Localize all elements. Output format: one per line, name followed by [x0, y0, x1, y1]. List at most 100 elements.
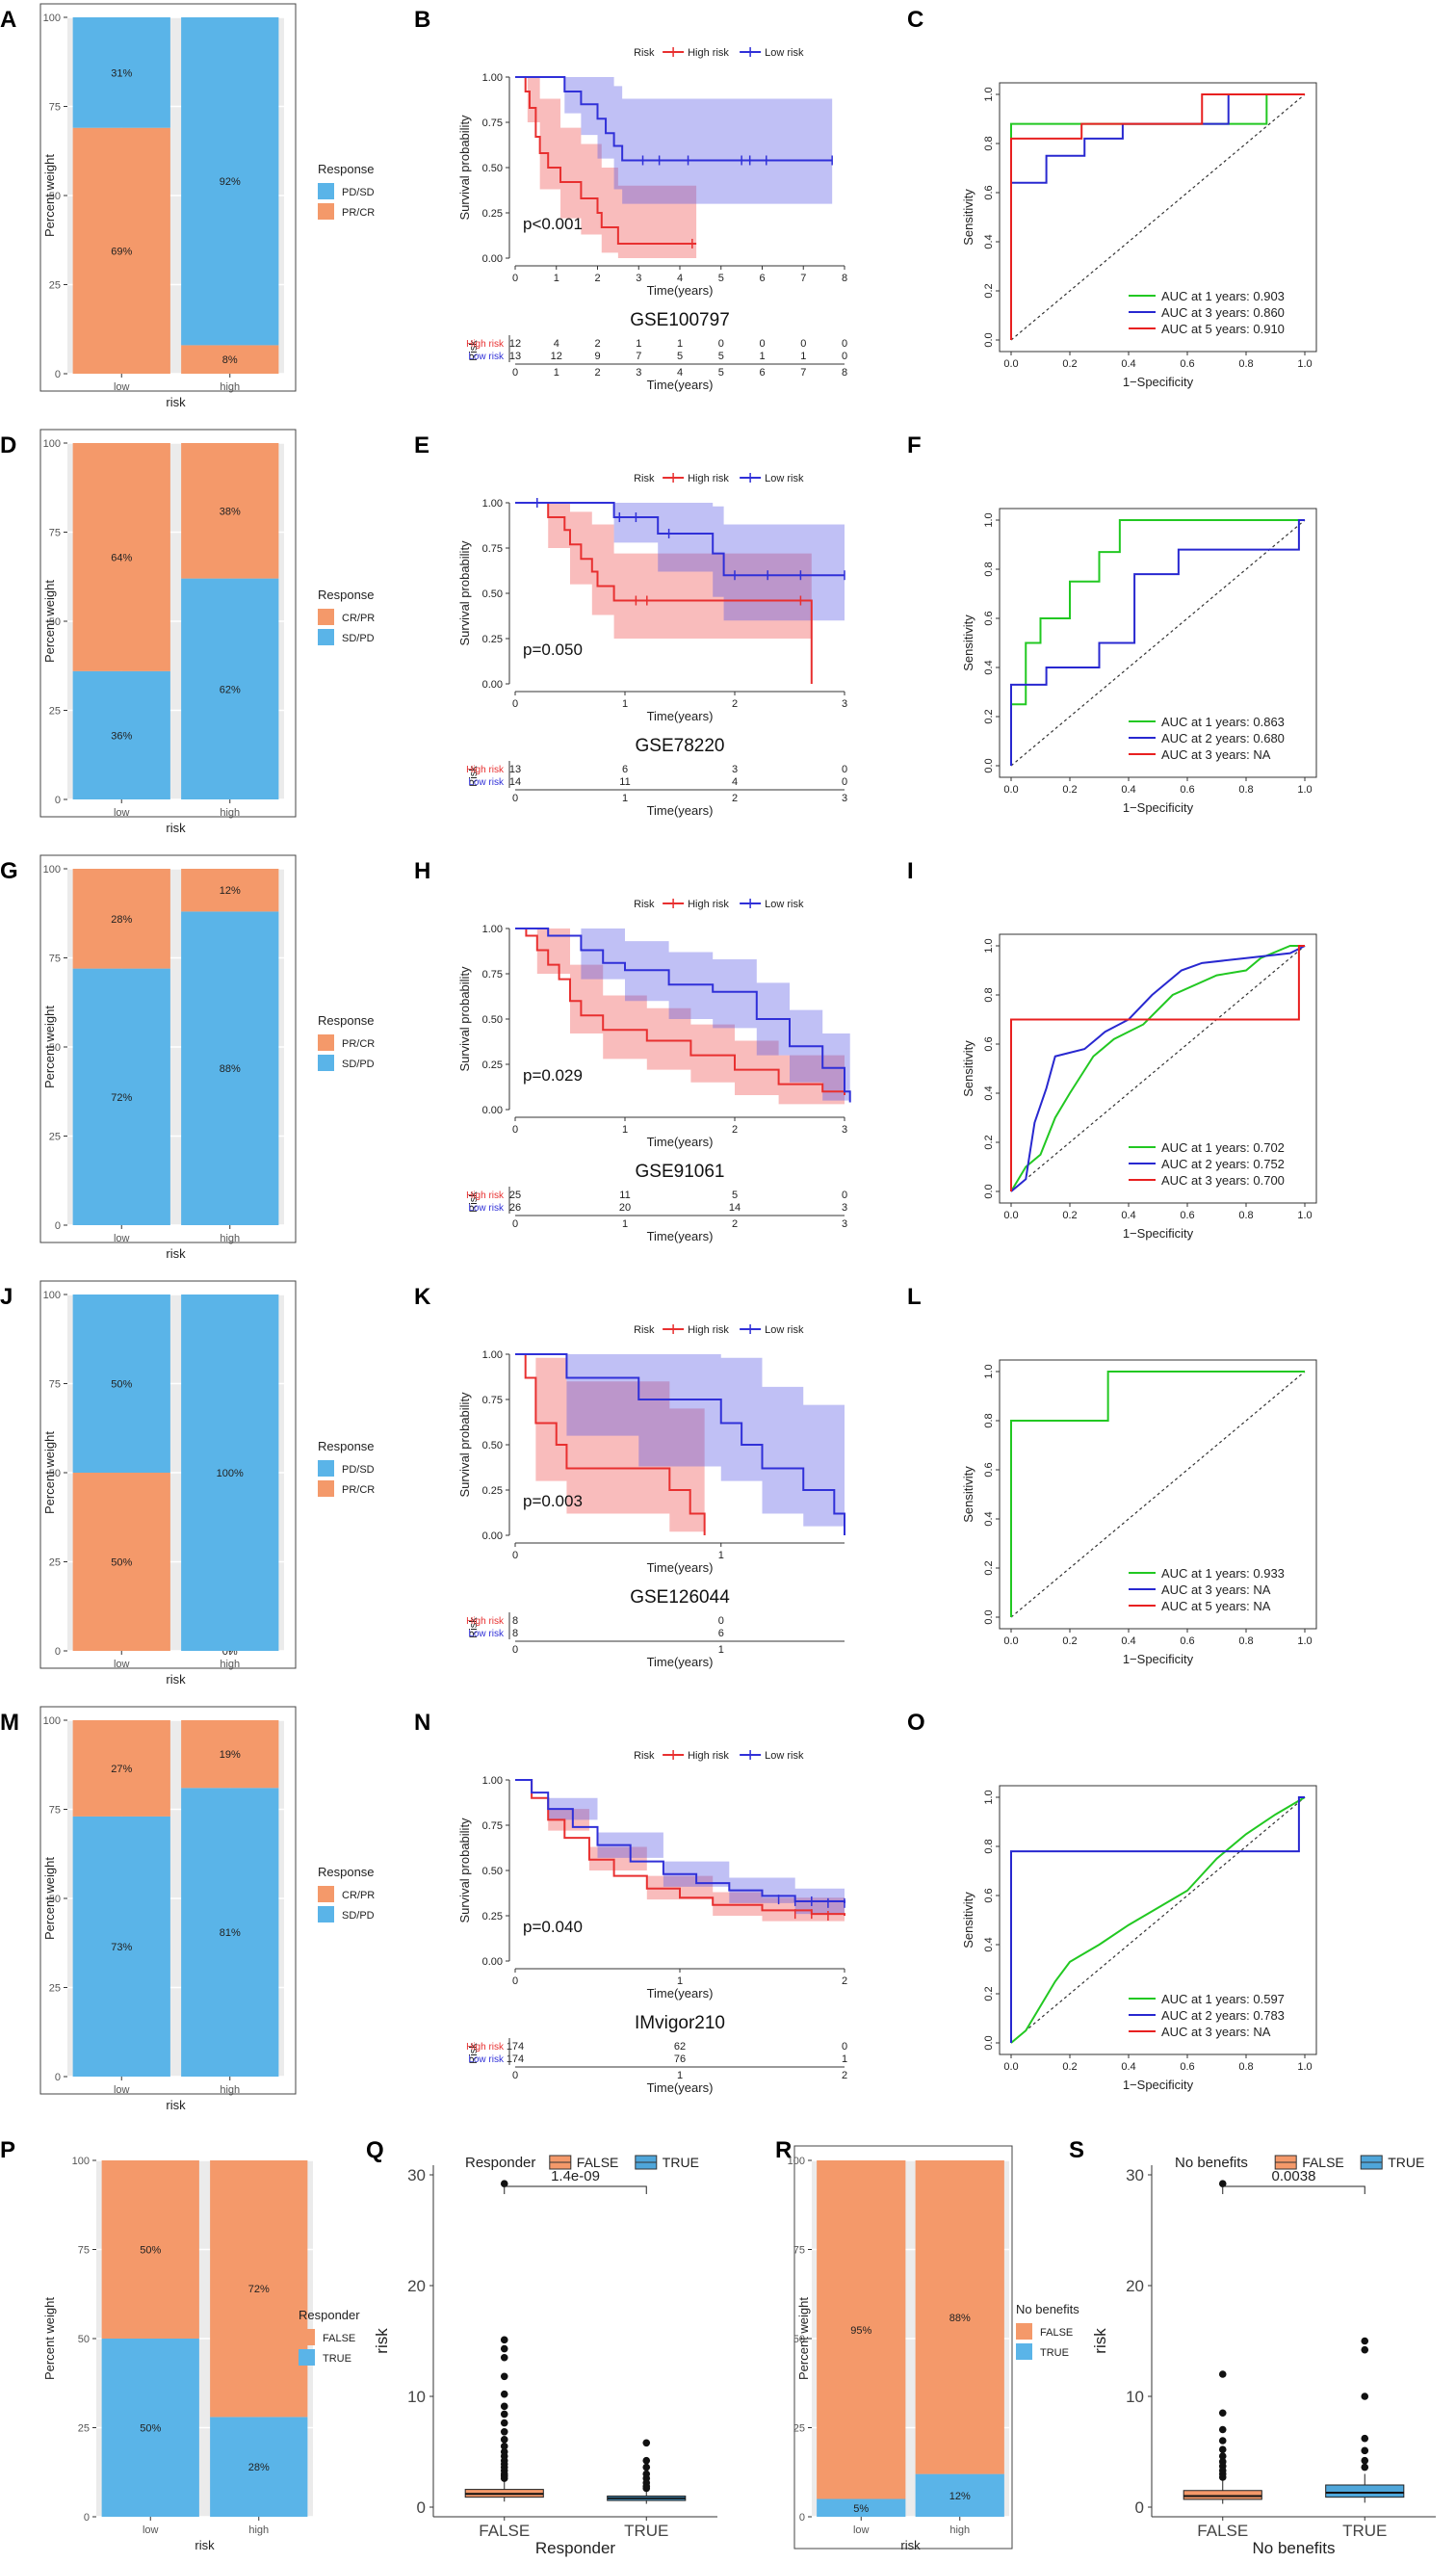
y-tick-label: 75 — [793, 2245, 805, 2257]
roc-chart-L: 0.0 0.0 0.2 0.2 0.4 0.4 0.6 0.6 0.8 0.8 1.0 1.0 1−Sp… — [961, 1359, 1317, 1666]
outlier-point — [500, 2428, 508, 2436]
risk-count: 9 — [594, 351, 600, 362]
y-tick-label: 25 — [49, 1983, 61, 1995]
survival-curve — [515, 502, 845, 577]
y-tick-label: 0.4 — [983, 1511, 995, 1526]
risk-count: 25 — [509, 1190, 521, 1201]
legend-label: TRUE — [1040, 2347, 1069, 2359]
risk-count: 11 — [619, 776, 630, 788]
x-axis-title: 1−Specificity — [1123, 375, 1194, 389]
outlier-point — [500, 2180, 508, 2187]
legend-title: Risk — [634, 1750, 655, 1762]
roc-curve — [1010, 93, 1305, 340]
legend-label: AUC at 1 years: 0.903 — [1161, 289, 1285, 303]
risk-count: 13 — [509, 764, 521, 775]
dataset-title: GSE91061 — [636, 1162, 725, 1182]
y-tick-label: 0.6 — [983, 185, 995, 199]
x-tick-label: low — [114, 1659, 130, 1670]
bar-label: 62% — [220, 684, 241, 695]
y-tick-label: 20 — [1126, 2277, 1144, 2295]
risk-count: 0 — [842, 2041, 847, 2053]
x-tick-label: 4 — [677, 273, 683, 284]
risk-count: 13 — [509, 351, 521, 362]
ci-band — [515, 1780, 845, 1916]
bar-label: 12% — [220, 885, 241, 897]
y-tick-label: 0 — [799, 2512, 805, 2524]
y-tick-label: 1.0 — [983, 1364, 995, 1378]
x-tick-label: 0.6 — [1180, 2061, 1194, 2073]
risk-count: 0 — [842, 764, 847, 775]
y-tick-label: 0.75 — [482, 1395, 503, 1406]
bar-label: 72% — [248, 2284, 270, 2295]
x-tick-label: 0.0 — [1003, 1210, 1018, 1221]
panel-label-K: K — [414, 1284, 431, 1310]
bar-label: 69% — [111, 246, 132, 257]
x-tick-label: 0.4 — [1121, 784, 1135, 796]
x-axis-title: No benefits — [1253, 2539, 1336, 2557]
risk-count: 1 — [636, 338, 641, 350]
bar-label: 5% — [853, 2503, 869, 2515]
y-axis-title: Survival probability — [457, 540, 472, 646]
legend-label: FALSE — [577, 2155, 619, 2170]
legend-label: PR/CR — [342, 207, 375, 219]
risk-row-label: High risk — [466, 339, 505, 350]
panel-label-B: B — [414, 7, 430, 33]
legend-label: PR/CR — [342, 1484, 375, 1496]
x-tick-label: 0.2 — [1062, 784, 1077, 796]
y-tick-label: 0.8 — [983, 1839, 995, 1853]
y-tick-label: 0.8 — [983, 987, 995, 1002]
bar-segment — [210, 2417, 308, 2517]
legend-title: Risk — [634, 1324, 655, 1336]
legend-label: PR/CR — [342, 1038, 375, 1050]
risk-count: 0 — [842, 351, 847, 362]
outlier-point — [500, 2353, 508, 2362]
legend-swatch — [1016, 2343, 1032, 2360]
outlier-point — [1218, 2473, 1227, 2481]
y-axis-title: Survival probability — [457, 966, 472, 1072]
y-tick-label: 0 — [55, 2072, 61, 2083]
y-tick-label: 0 — [55, 795, 61, 806]
x-tick-label: 0.8 — [1238, 784, 1253, 796]
y-tick-label: 0.2 — [983, 1986, 995, 2001]
bar-chart-P: 0 25 50 75 100 50% 50% low 28% 72% high risk Percent… — [42, 2156, 360, 2552]
outlier-point — [500, 2372, 508, 2381]
outlier-point — [1361, 2434, 1369, 2443]
risk-x-tick-label: 0 — [512, 2070, 518, 2081]
ci-band — [515, 928, 850, 1110]
y-tick-label: 1.00 — [482, 924, 503, 935]
risk-count: 7 — [636, 351, 641, 362]
panel-label-E: E — [414, 432, 429, 458]
y-tick-label: 30 — [1126, 2166, 1144, 2184]
y-tick-label: 100 — [788, 2156, 805, 2167]
legend-label: Low risk — [765, 899, 804, 910]
outlier-point — [500, 2336, 508, 2344]
y-tick-label: 50 — [793, 2334, 805, 2345]
diagonal-reference — [1010, 945, 1306, 1192]
risk-count: 62 — [674, 2041, 686, 2053]
bar-label: 28% — [111, 914, 132, 926]
legend-label: SD/PD — [342, 1059, 375, 1070]
risk-count: 8 — [512, 1615, 518, 1627]
bar-segment — [181, 1788, 279, 2077]
plot-frame — [999, 82, 1317, 353]
y-tick-label: 1.0 — [983, 87, 995, 101]
x-axis-title: Time(years) — [647, 283, 714, 298]
bar-segment — [817, 2498, 906, 2517]
bar-chart-A: 0 25 50 75 100 69% 31% low 8% 92% high risk Percent … — [39, 3, 375, 409]
outlier-point — [500, 2419, 508, 2427]
bar-label: 50% — [140, 2423, 161, 2435]
legend-swatch — [318, 183, 334, 199]
x-tick-label: 5 — [718, 273, 724, 284]
y-tick-label: 0.50 — [482, 1440, 503, 1451]
y-axis-title: Sensitivity — [961, 1040, 975, 1097]
risk-count: 1 — [677, 338, 683, 350]
y-tick-label: 0.0 — [983, 332, 995, 347]
y-tick-label: 0.00 — [482, 1956, 503, 1968]
x-axis-title: risk — [166, 821, 186, 835]
risk-row-label: Low risk — [468, 352, 505, 362]
panel-label-A: A — [0, 7, 16, 33]
bar-segment — [181, 17, 279, 346]
risk-row-label: Low risk — [468, 777, 505, 788]
legend-label: FALSE — [323, 2333, 355, 2344]
y-tick-label: 50 — [49, 1894, 61, 1905]
